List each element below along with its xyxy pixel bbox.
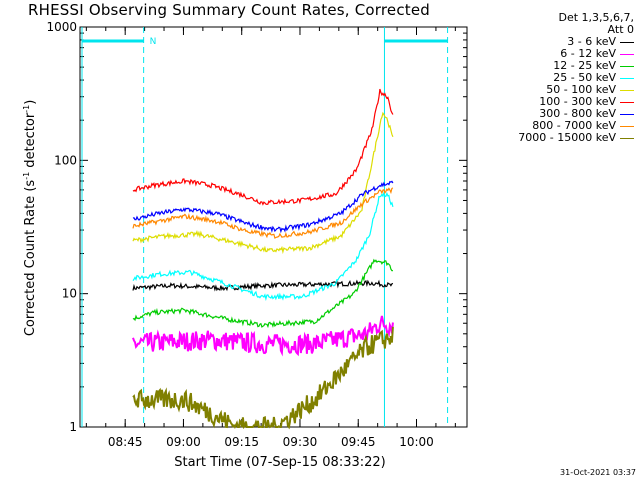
timestamp: 31-Oct-2021 03:37 (560, 468, 636, 477)
legend-entry-label: 3 - 6 keV (567, 35, 616, 48)
series-line (132, 180, 394, 234)
legend-swatch (620, 65, 634, 67)
legend-entry-label: 300 - 800 keV (539, 107, 616, 120)
x-tick-label: 09:45 (341, 435, 376, 449)
legend-entry: 100 - 300 keV (474, 96, 634, 108)
marker-label: N (150, 37, 157, 47)
legend-entry: 12 - 25 keV (474, 60, 634, 72)
series-line (132, 190, 394, 302)
series-line (132, 258, 393, 329)
legend-entry-label: 12 - 25 keV (553, 59, 616, 72)
x-tick-label: 09:00 (166, 435, 201, 449)
legend-entry: 7000 - 15000 keV (474, 132, 634, 144)
legend-entry-label: 50 - 100 keV (546, 83, 616, 96)
legend-entry-label: 100 - 300 keV (539, 95, 616, 108)
legend: Det 1,3,5,6,7, Att 0 3 - 6 keV 6 - 12 keV… (474, 12, 634, 144)
y-axis-label: Corrected Count Rate (s-1 detector-1) (21, 99, 39, 337)
series-line (132, 315, 394, 357)
x-tick-label: 08:45 (108, 435, 143, 449)
chart-title: RHESSI Observing Summary Count Rates, Co… (28, 1, 431, 19)
legend-swatch (620, 101, 634, 103)
legend-swatch (620, 41, 634, 43)
legend-entry: 50 - 100 keV (474, 84, 634, 96)
legend-swatch (620, 77, 634, 79)
legend-entry-label: 800 - 7000 keV (532, 119, 616, 132)
series-line (132, 326, 394, 430)
legend-swatch (620, 113, 634, 115)
legend-entry-label: 7000 - 15000 keV (518, 131, 616, 144)
series-line (132, 279, 394, 292)
legend-swatch (620, 89, 634, 91)
legend-swatch (620, 125, 634, 127)
x-tick-label: 09:30 (283, 435, 318, 449)
legend-entry: 3 - 6 keV (474, 36, 634, 48)
y-tick-label: 1 (69, 420, 77, 434)
x-axis-label: Start Time (07-Sep-15 08:33:22) (174, 455, 386, 470)
y-tick-label: 1000 (46, 20, 77, 34)
series-line (132, 111, 394, 255)
legend-entry-label: 6 - 12 keV (560, 47, 616, 60)
legend-swatch (620, 137, 634, 139)
y-tick-label: 10 (62, 287, 77, 301)
legend-entry: 25 - 50 keV (474, 72, 634, 84)
series-line (132, 187, 394, 239)
legend-entry-label: 25 - 50 keV (553, 71, 616, 84)
y-tick-label: 100 (54, 153, 77, 167)
x-tick-label: 09:15 (224, 435, 259, 449)
legend-header-line2: Att 0 (607, 23, 634, 36)
legend-header-line1: Det 1,3,5,6,7, (558, 11, 634, 24)
series-line (132, 88, 394, 206)
x-tick-label: 10:00 (399, 435, 434, 449)
legend-entry: 6 - 12 keV (474, 48, 634, 60)
legend-entry: 300 - 800 keV (474, 108, 634, 120)
legend-swatch (620, 53, 634, 55)
legend-entry: 800 - 7000 keV (474, 120, 634, 132)
